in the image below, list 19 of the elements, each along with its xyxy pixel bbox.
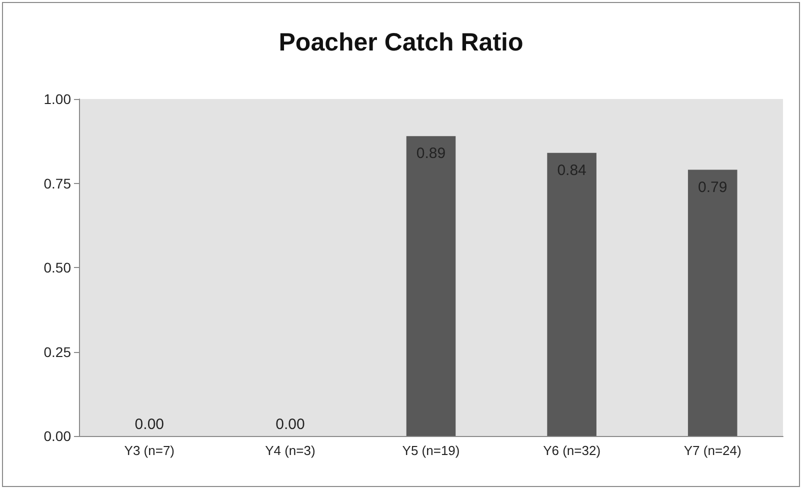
x-tick-label: Y4 (n=3) [265, 443, 316, 458]
bar [547, 152, 596, 436]
chart-title: Poacher Catch Ratio [278, 28, 524, 56]
x-tick-label: Y7 (n=24) [684, 443, 742, 458]
y-tick-label: 0.50 [44, 260, 72, 276]
x-tick-label: Y6 (n=32) [543, 443, 601, 458]
data-label: 0.84 [557, 162, 586, 179]
data-label: 0.89 [416, 145, 446, 162]
y-tick-label: 0.00 [44, 428, 72, 444]
y-tick-label: 0.75 [44, 175, 72, 192]
y-tick-label: 1.00 [44, 91, 72, 107]
data-label: 0.79 [698, 178, 728, 196]
bar [688, 170, 738, 436]
x-tick-label: Y3 (n=7) [124, 443, 175, 458]
data-label: 0.00 [134, 416, 164, 433]
data-label: 0.00 [276, 416, 305, 433]
bar [406, 136, 456, 436]
y-tick-label: 0.25 [44, 344, 72, 360]
x-tick-label: Y5 (n=19) [402, 443, 460, 458]
